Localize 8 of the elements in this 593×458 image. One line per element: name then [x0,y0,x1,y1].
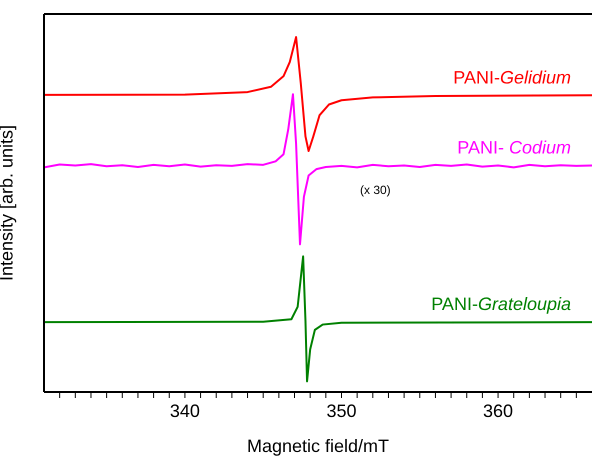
x-tick-label: 360 [483,400,514,421]
annotation: (x 30) [360,183,391,197]
x-axis-title: Magnetic field/mT [246,436,390,456]
series-label: PANI-Gelidium [453,67,571,88]
series-label: PANI- Codium [457,138,571,158]
x-tick-label: 340 [170,400,200,421]
x-tick-label: 350 [326,400,357,421]
series-label: PANI-Grateloupia [431,294,571,314]
